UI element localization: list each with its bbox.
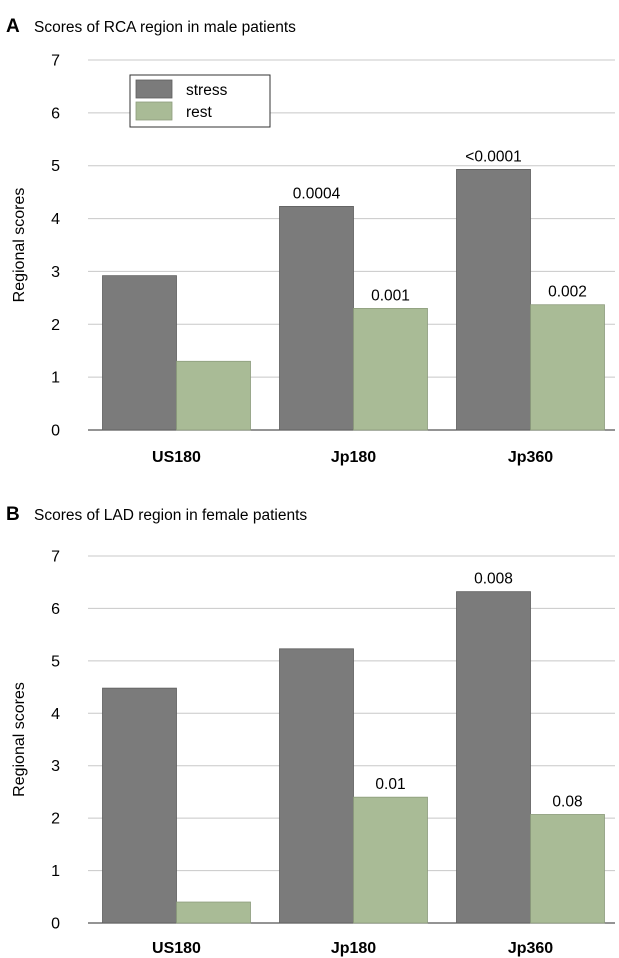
y-tick-label: 7 xyxy=(51,53,60,70)
y-tick-label: 4 xyxy=(51,211,60,228)
legend-swatch-stress xyxy=(135,79,173,99)
chart-panel-a: A Scores of RCA region in male patients … xyxy=(6,16,615,466)
chart-title-a: Scores of RCA region in male patients xyxy=(34,19,296,36)
y-tick-label: 2 xyxy=(51,811,60,828)
y-tick-label: 7 xyxy=(51,549,60,566)
data-label: 0.0004 xyxy=(293,185,341,202)
bar-stress xyxy=(279,206,354,431)
y-tick-label: 5 xyxy=(51,158,60,175)
y-tick-label: 0 xyxy=(51,423,60,440)
chart-title-b: Scores of LAD region in female patients xyxy=(34,507,307,524)
y-tick-label: 5 xyxy=(51,653,60,670)
x-tick-label: Jp360 xyxy=(508,449,553,466)
bar-stress xyxy=(102,275,177,431)
chart-panel-b: B Scores of LAD region in female patient… xyxy=(6,504,615,957)
y-tick-label: 6 xyxy=(51,105,60,122)
x-tick-label: US180 xyxy=(152,449,201,466)
bar-rest xyxy=(176,901,251,924)
data-label: 0.08 xyxy=(552,793,582,810)
panel-letter-a: A xyxy=(6,16,20,37)
bar-stress xyxy=(456,169,531,431)
y-tick-label: 4 xyxy=(51,706,60,723)
bar-stress xyxy=(279,648,354,924)
y-tick-label: 3 xyxy=(51,264,60,281)
y-tick-label: 1 xyxy=(51,863,60,880)
y-tick-label: 0 xyxy=(51,916,60,933)
data-label: 0.002 xyxy=(548,284,587,301)
bar-rest xyxy=(530,304,605,431)
x-tick-label: Jp180 xyxy=(331,449,376,466)
bar-stress xyxy=(102,687,177,924)
data-label: 0.008 xyxy=(474,571,513,588)
x-tick-label: Jp180 xyxy=(331,940,376,957)
y-tick-label: 2 xyxy=(51,317,60,334)
legend-swatch-rest xyxy=(135,101,173,121)
bar-rest xyxy=(353,796,428,924)
legend-label-rest: rest xyxy=(186,104,213,121)
x-tick-label: Jp360 xyxy=(508,940,553,957)
bar-rest xyxy=(176,360,251,431)
bar-rest xyxy=(530,814,605,924)
y-tick-label: 6 xyxy=(51,601,60,618)
data-label: <0.0001 xyxy=(465,148,521,165)
y-tick-label: 1 xyxy=(51,370,60,387)
bar-rest xyxy=(353,308,428,431)
x-tick-label: US180 xyxy=(152,940,201,957)
data-label: 0.01 xyxy=(375,776,405,793)
y-tick-label: 3 xyxy=(51,758,60,775)
data-label: 0.001 xyxy=(371,287,410,304)
bar-stress xyxy=(456,591,531,924)
y-axis-label: Regional scores xyxy=(11,188,28,303)
panel-letter-b: B xyxy=(6,504,20,525)
legend-label-stress: stress xyxy=(186,82,228,99)
y-axis-label: Regional scores xyxy=(11,682,28,797)
